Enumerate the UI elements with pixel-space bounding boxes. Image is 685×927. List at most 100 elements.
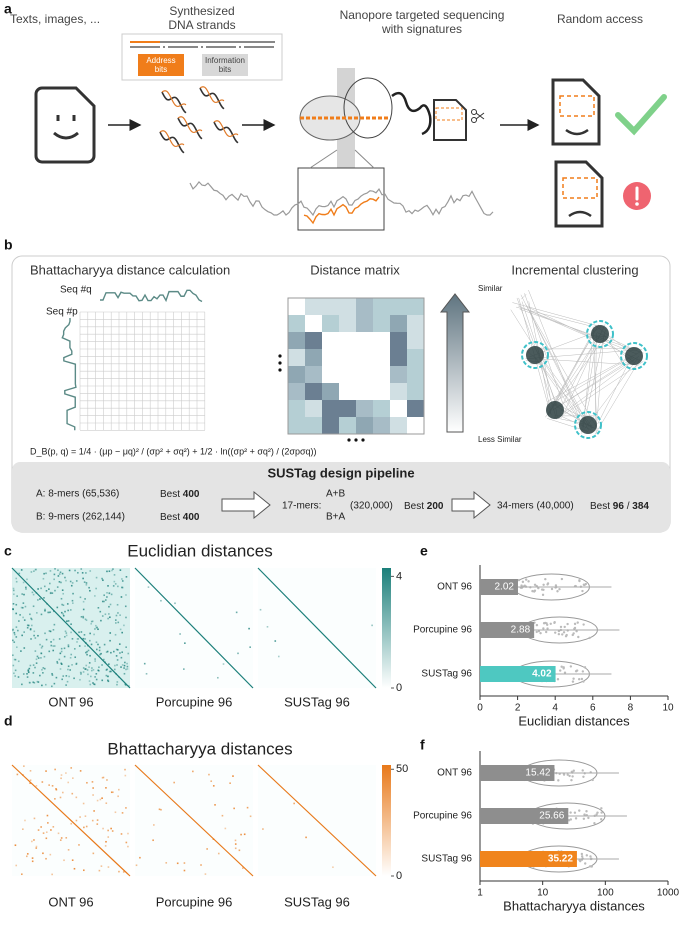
heatmap-texture: [234, 843, 237, 845]
violin-point: [569, 665, 573, 668]
matrix-cell: [373, 400, 390, 417]
panel-label: b: [4, 237, 13, 253]
heatmap-texture: [67, 609, 69, 612]
heatmap-texture: [63, 655, 66, 658]
heatmap-texture: [103, 643, 106, 646]
kmer-combo: B+A: [326, 512, 346, 523]
heatmap-texture: [68, 675, 70, 678]
heatmap: [257, 567, 377, 689]
violin-point: [553, 621, 556, 625]
heatmap-texture: [30, 571, 33, 573]
heatmap-texture: [67, 781, 70, 784]
network-edge: [547, 329, 595, 416]
heatmap-texture: [60, 663, 63, 665]
heatmap-texture: [117, 795, 119, 798]
violin-point: [560, 577, 564, 581]
heatmap-texture: [59, 571, 62, 574]
heatmap-texture: [243, 833, 246, 836]
heatmap-texture: [124, 661, 126, 664]
address-region: [562, 177, 598, 199]
heatmap-texture: [221, 814, 224, 817]
heatmap-texture: [82, 667, 85, 669]
matrix-cell: [322, 315, 339, 332]
heatmap-texture: [58, 638, 61, 640]
heatmap-texture: [49, 853, 52, 856]
heatmap-texture: [16, 773, 19, 776]
heatmap-texture: [36, 680, 39, 683]
heatmap-texture: [85, 619, 88, 622]
heatmap-texture: [47, 822, 49, 824]
heatmap-texture: [12, 664, 15, 667]
heatmap-texture: [22, 673, 25, 675]
matrix-cell: [322, 298, 339, 315]
heatmap-texture: [65, 772, 67, 774]
network-edge: [521, 293, 527, 300]
heatmap-texture: [174, 602, 176, 605]
pore-enzyme: [343, 77, 393, 139]
violin-point: [569, 818, 573, 821]
heatmap-texture: [83, 634, 86, 636]
heatmap-texture: [123, 624, 125, 627]
heatmap-texture: [22, 616, 24, 619]
dna-strand: [159, 130, 185, 148]
bar: [480, 622, 535, 638]
heatmap-texture: [101, 600, 104, 603]
distance-matrix: [287, 297, 425, 435]
heatmap-texture: [53, 623, 56, 626]
heatmap-texture: [32, 664, 35, 666]
violin-point: [571, 775, 574, 778]
heatmap-texture: [67, 668, 69, 671]
heatmap-texture: [13, 658, 16, 661]
dna-strand: [161, 91, 187, 114]
ejected-strand: [391, 91, 432, 136]
heatmap-texture: [65, 837, 68, 839]
heatmap-texture: [88, 666, 90, 668]
bar-value-label: 25.66: [539, 811, 564, 822]
violin-point: [566, 773, 569, 776]
heatmap-texture: [117, 585, 119, 588]
information-label: bits: [219, 65, 231, 74]
bar: [480, 666, 556, 682]
heatmap-texture: [97, 606, 100, 609]
heatmap-texture: [31, 624, 33, 627]
heatmap-texture: [90, 620, 93, 623]
face: [565, 128, 589, 136]
heatmap-texture: [92, 787, 94, 789]
heatmap-texture: [117, 612, 119, 614]
heatmap-texture: [55, 788, 57, 790]
heatmap-texture: [235, 611, 238, 614]
heatmap-texture: [125, 576, 128, 578]
heatmap-texture: [53, 645, 56, 647]
heatmap-texture: [117, 621, 120, 624]
heatmap-texture: [74, 656, 77, 659]
heatmap-texture: [71, 582, 74, 584]
heatmap-texture: [26, 626, 29, 629]
heatmap-texture: [60, 611, 63, 614]
heatmap-texture: [69, 656, 72, 659]
heatmap-label: Porcupine 96: [156, 894, 233, 909]
violin-point: [570, 778, 573, 782]
heatmap-texture: [107, 866, 110, 868]
heatmap-texture: [40, 826, 42, 828]
heatmap-texture: [65, 675, 68, 677]
violin-point: [582, 680, 585, 683]
violin-point: [566, 622, 569, 626]
heatmap-texture: [15, 577, 18, 580]
information-label: Information: [205, 56, 245, 65]
heatmap-texture: [30, 617, 32, 620]
violin-point: [557, 632, 561, 636]
matrix-cell: [288, 349, 305, 366]
violin-point: [545, 622, 548, 625]
heatmap-texture: [32, 593, 35, 596]
heatmap-texture: [71, 792, 74, 795]
zoom-line: [309, 149, 338, 169]
violin-point: [584, 862, 587, 865]
heatmap-texture: [104, 599, 107, 601]
bar: [480, 851, 577, 867]
violin-point: [562, 666, 565, 669]
heatmap-texture: [126, 662, 128, 665]
violin-point: [577, 678, 581, 681]
panel-label: a: [4, 1, 12, 17]
heatmap-texture: [29, 681, 31, 684]
heatmap-texture: [50, 644, 53, 647]
